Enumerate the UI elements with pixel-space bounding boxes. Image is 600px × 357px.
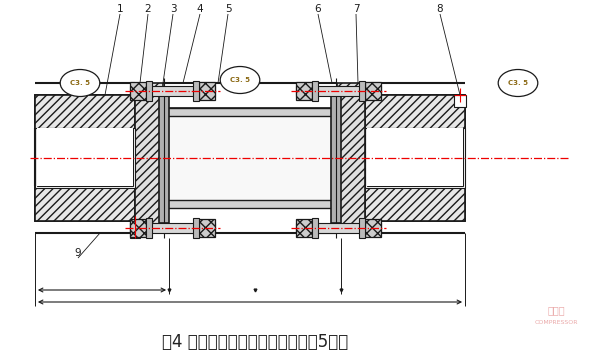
Bar xyxy=(193,81,199,101)
Bar xyxy=(365,128,465,188)
Bar xyxy=(365,82,380,100)
Bar xyxy=(193,218,199,238)
Ellipse shape xyxy=(220,66,260,94)
Bar xyxy=(296,219,311,237)
Bar xyxy=(37,128,133,186)
Bar xyxy=(130,219,146,237)
Bar xyxy=(35,95,135,221)
Text: C3. 5: C3. 5 xyxy=(230,77,250,83)
Bar xyxy=(135,83,163,233)
Bar xyxy=(130,82,146,100)
Text: 5: 5 xyxy=(224,4,232,14)
Text: 8: 8 xyxy=(437,4,443,14)
Bar xyxy=(296,86,380,96)
Ellipse shape xyxy=(498,70,538,96)
Text: 9: 9 xyxy=(74,248,82,258)
Bar xyxy=(163,108,337,116)
Bar xyxy=(311,218,317,238)
Bar xyxy=(130,220,140,238)
Text: 压缩机: 压缩机 xyxy=(547,305,565,315)
Text: 1: 1 xyxy=(116,4,124,14)
Bar xyxy=(367,128,463,186)
Bar xyxy=(359,218,365,238)
Bar xyxy=(365,219,380,237)
Bar xyxy=(35,128,135,188)
Text: 2: 2 xyxy=(145,4,151,14)
Bar xyxy=(337,83,365,233)
Text: 7: 7 xyxy=(353,4,359,14)
Bar xyxy=(296,82,311,100)
Text: 3: 3 xyxy=(170,4,176,14)
Text: C3. 5: C3. 5 xyxy=(70,80,90,86)
Bar xyxy=(163,200,337,208)
Bar xyxy=(130,86,215,96)
Bar xyxy=(367,128,463,186)
Bar xyxy=(199,82,215,100)
Text: 4: 4 xyxy=(197,4,203,14)
Bar xyxy=(199,219,215,237)
Bar xyxy=(146,81,151,101)
Text: 6: 6 xyxy=(314,4,322,14)
Text: C3. 5: C3. 5 xyxy=(508,80,528,86)
Bar xyxy=(163,108,337,208)
Bar xyxy=(365,95,465,221)
Text: COMPRESSOR: COMPRESSOR xyxy=(534,321,578,326)
Bar xyxy=(35,95,135,221)
Bar xyxy=(130,223,215,233)
Ellipse shape xyxy=(60,70,100,96)
Text: 图4 联轴器图纸，断裂螺栓位于件5位置: 图4 联轴器图纸，断裂螺栓位于件5位置 xyxy=(162,333,348,351)
Bar xyxy=(37,128,133,186)
Bar xyxy=(331,93,341,223)
Bar xyxy=(296,223,380,233)
Bar xyxy=(146,218,151,238)
Bar xyxy=(359,81,365,101)
Bar xyxy=(159,93,169,223)
Bar xyxy=(311,81,317,101)
Bar xyxy=(454,95,466,107)
Bar xyxy=(365,95,465,221)
